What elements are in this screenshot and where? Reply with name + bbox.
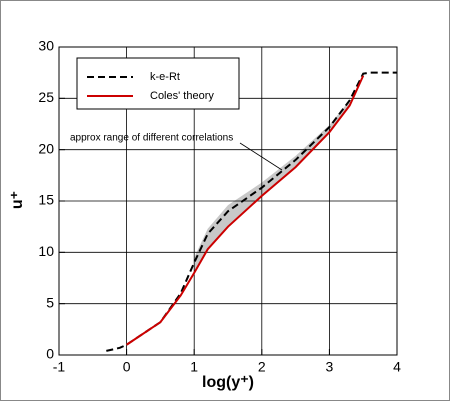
series-line <box>126 75 365 346</box>
x-tick-label: 2 <box>258 359 266 375</box>
y-tick-label: 15 <box>38 192 54 208</box>
x-tick-label: 3 <box>326 359 334 375</box>
legend-label: Coles' theory <box>150 90 214 102</box>
y-tick-label: 30 <box>38 38 54 54</box>
annotation: approx range of different correlations <box>70 133 233 144</box>
x-tick-label: 0 <box>123 359 131 375</box>
x-axis-label: log(y⁺) <box>202 374 254 391</box>
y-tick-label: 25 <box>38 89 54 105</box>
y-tick-label: 0 <box>46 346 54 362</box>
x-tick-label: 1 <box>190 359 198 375</box>
y-tick-label: 10 <box>38 243 54 259</box>
y-tick-label: 20 <box>38 140 54 156</box>
range-band <box>194 100 350 271</box>
y-axis-label: u⁺ <box>9 191 26 209</box>
plot-border <box>58 46 398 356</box>
annotation-leader <box>239 142 283 171</box>
x-tick-label: -1 <box>53 359 66 375</box>
y-tick-label: 5 <box>46 294 54 310</box>
legend-box <box>76 57 240 110</box>
legend-label: k-e-Rt <box>150 71 180 83</box>
x-tick-label: 4 <box>393 359 401 375</box>
